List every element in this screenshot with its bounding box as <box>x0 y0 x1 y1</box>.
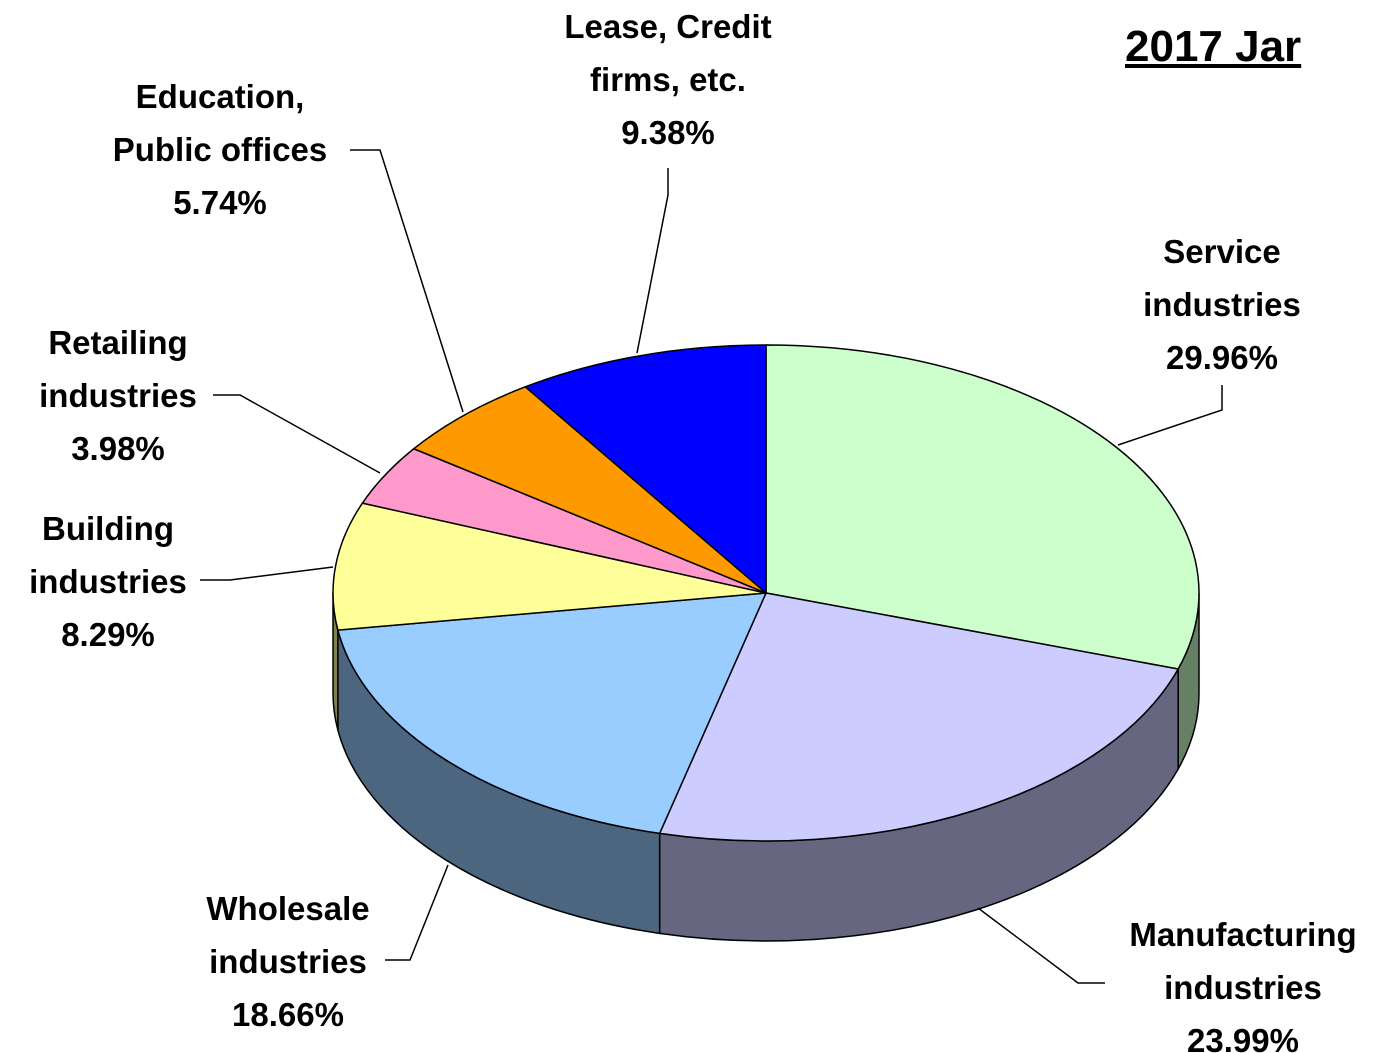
leader-line <box>636 168 669 354</box>
slice <box>658 592 1180 842</box>
value-label: 23.99% <box>1187 1022 1299 1053</box>
value-label: 9.38% <box>621 114 715 151</box>
slice <box>336 592 768 835</box>
leader-line <box>213 394 381 474</box>
slice-label: Retailing industries 3.98% <box>0 316 253 475</box>
slice-label: Building industries 8.29% <box>0 502 243 661</box>
leader-line <box>977 907 1105 984</box>
slice-label: Manufacturing industries 23.99% <box>1108 908 1378 1053</box>
value-label: 5.74% <box>173 184 267 221</box>
slice <box>765 344 1200 670</box>
leader-line <box>350 149 464 413</box>
leader-line <box>200 566 334 581</box>
slice <box>332 502 767 631</box>
leader-line <box>385 864 449 961</box>
category-label: Building industries <box>29 510 187 600</box>
slice <box>412 385 767 594</box>
category-label: Manufacturing industries <box>1129 916 1357 1006</box>
slice-label: Wholesale industries 18.66% <box>153 882 423 1041</box>
category-label: Education, Public offices <box>112 78 328 168</box>
category-label: Wholesale industries <box>206 890 370 980</box>
value-label: 29.96% <box>1166 339 1278 376</box>
value-label: 8.29% <box>61 616 155 653</box>
slice-label: Service industries 29.96% <box>1087 225 1357 384</box>
slice <box>523 344 767 595</box>
slice-label: Lease, Credit firms, etc. 9.38% <box>533 0 803 159</box>
value-label: 18.66% <box>232 996 344 1033</box>
chart-title: 2017 Jar <box>1125 22 1302 71</box>
leader-line <box>1117 385 1223 446</box>
slice-label: Education, Public offices 5.74% <box>85 70 355 229</box>
category-label: Retailing industries <box>39 324 197 414</box>
category-label: Service industries <box>1143 233 1301 323</box>
value-label: 3.98% <box>71 430 165 467</box>
category-label: Lease, Credit firms, etc. <box>564 8 772 98</box>
